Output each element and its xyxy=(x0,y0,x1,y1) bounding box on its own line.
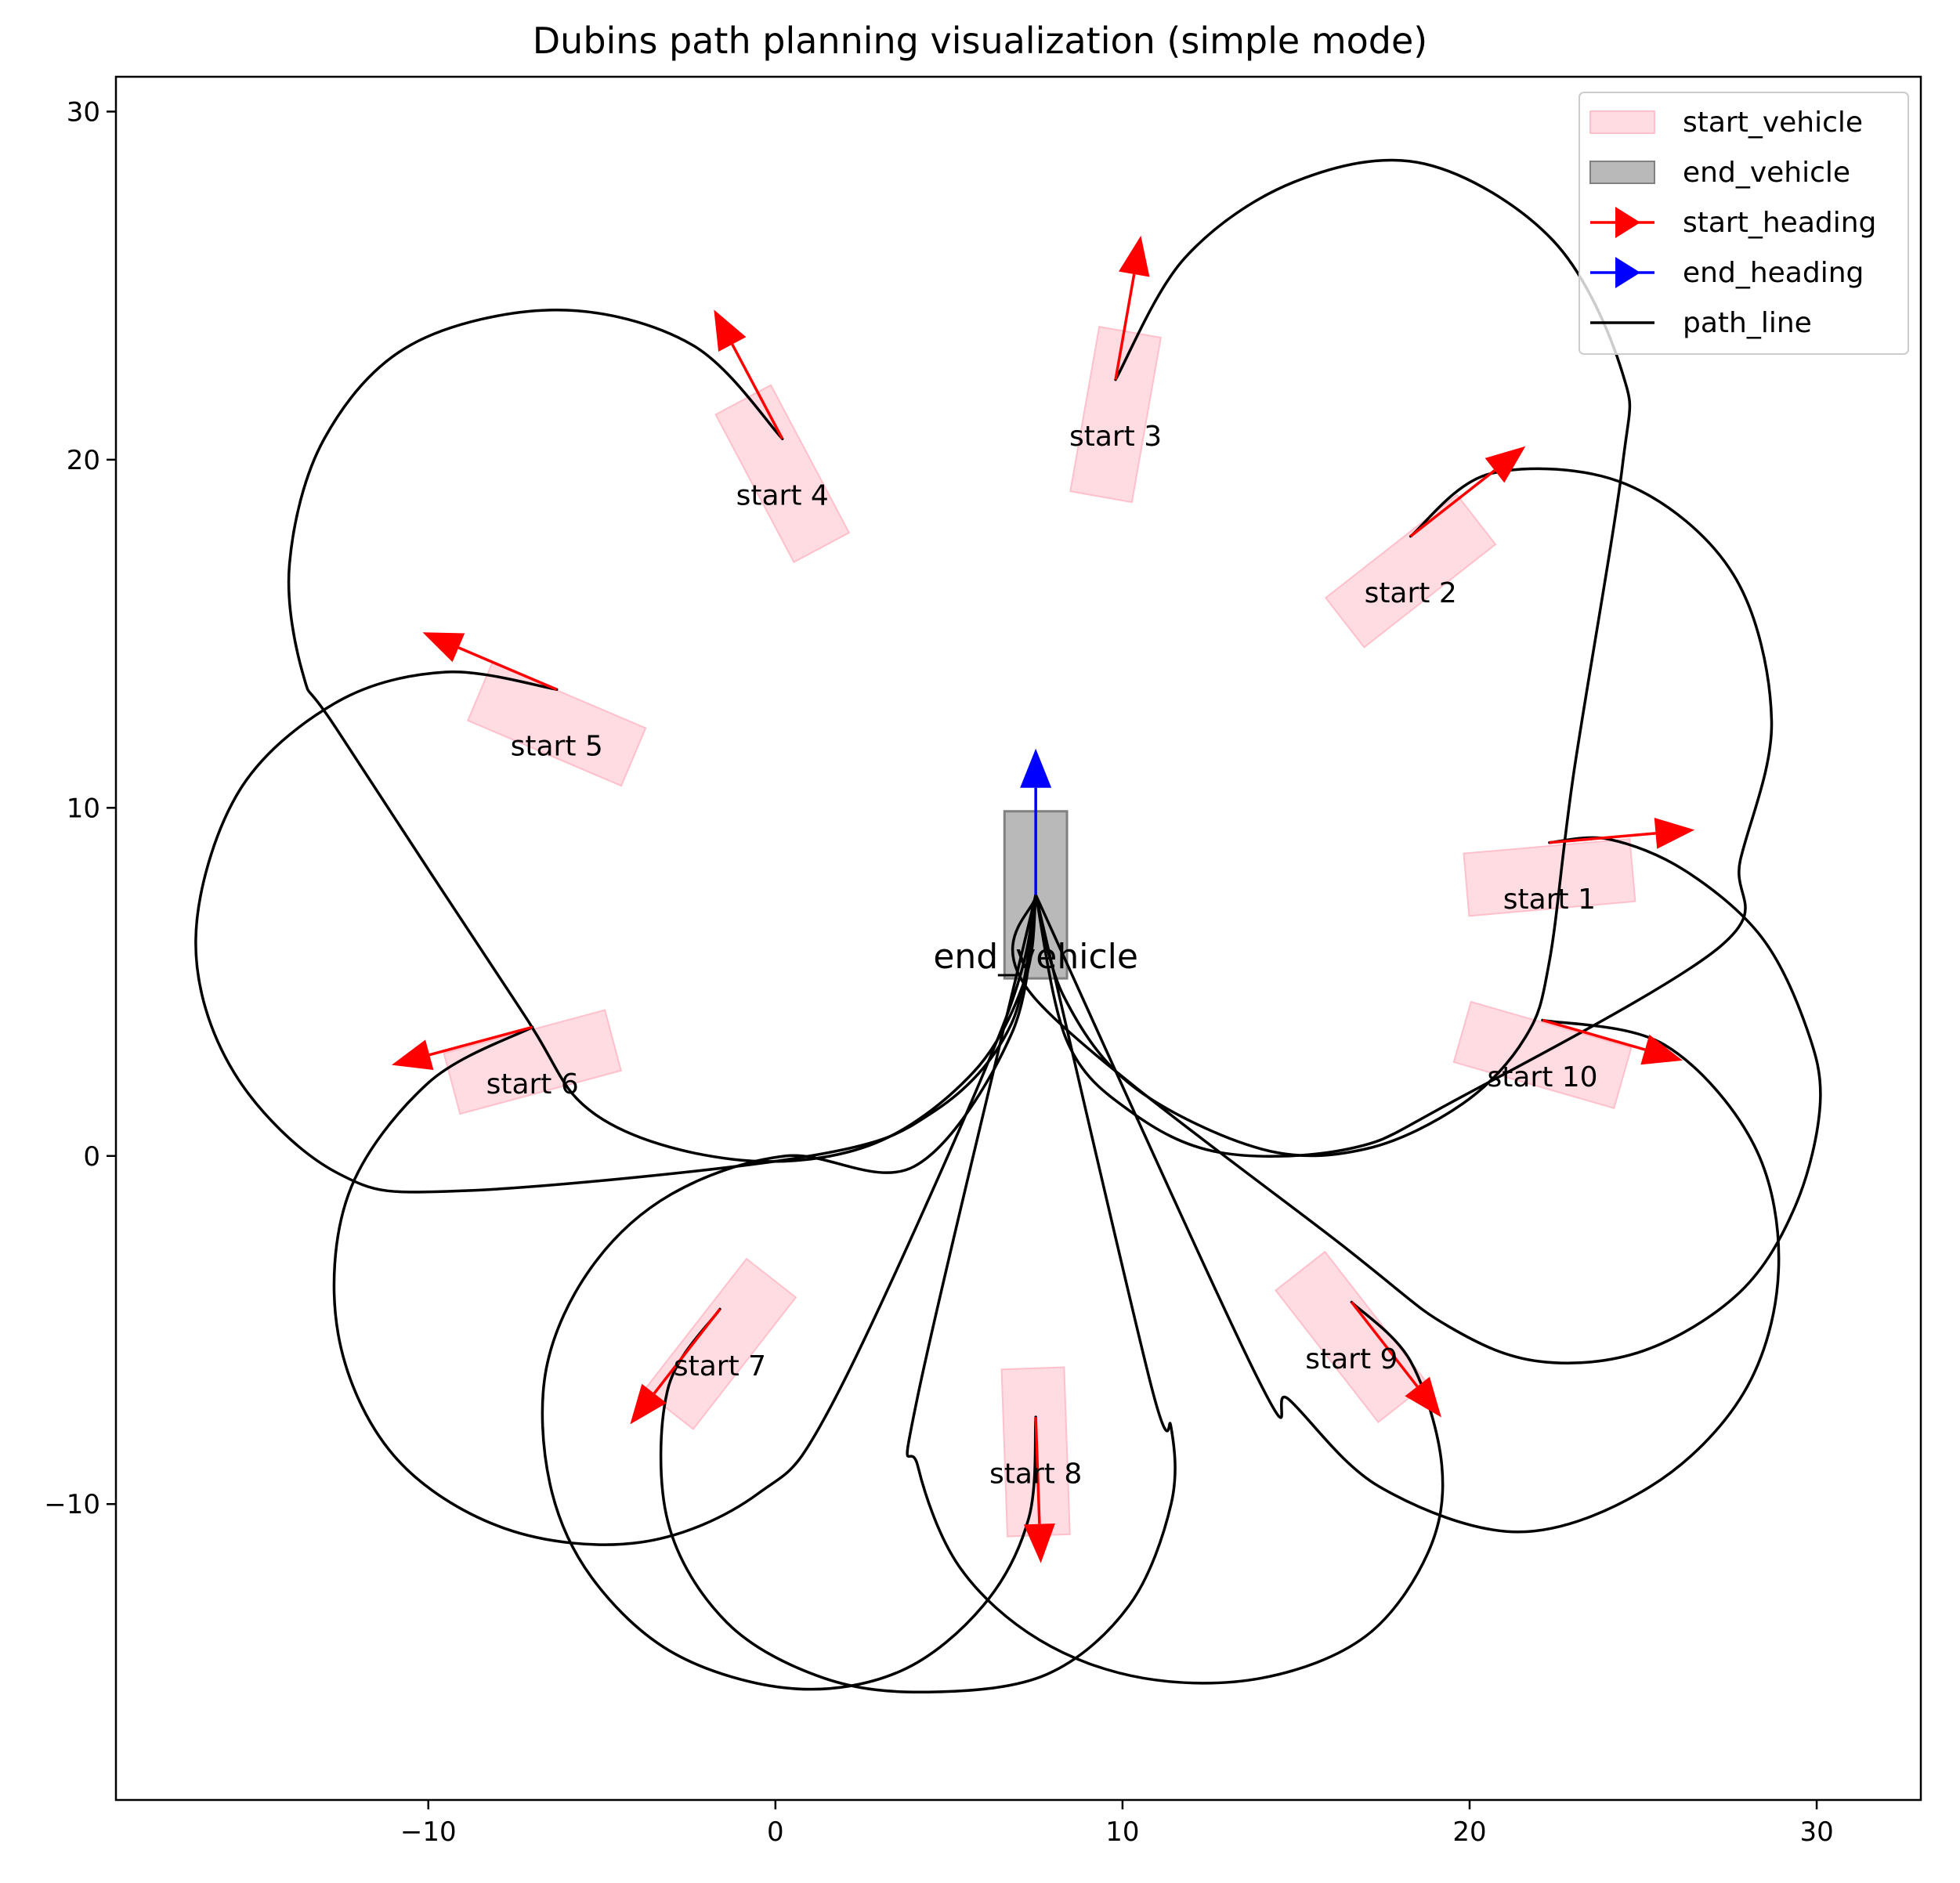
start-label-3: start 3 xyxy=(1069,421,1162,453)
start-label-6: start 6 xyxy=(486,1068,579,1101)
y-tick-label-0: 30 xyxy=(67,96,100,128)
svg-text:start_vehicle: start_vehicle xyxy=(1683,107,1863,139)
start-vehicle-9 xyxy=(1275,1250,1429,1423)
x-tick-label-2: 10 xyxy=(1105,1816,1139,1848)
start-heading-5 xyxy=(422,632,558,691)
start-label-7: start 7 xyxy=(674,1350,766,1382)
start-heading-10 xyxy=(1542,1018,1683,1065)
axes: −10 0 10 20 30 30 20 10 0 −10 xyxy=(44,75,1922,1848)
legend-item-start-vehicle: start_vehicle xyxy=(1589,107,1863,139)
y-tick-label-2: 10 xyxy=(67,793,100,824)
start-vehicle-5 xyxy=(466,661,647,787)
axes-frame xyxy=(114,75,1922,1802)
start-heading-8 xyxy=(1023,1417,1055,1563)
chart-title: Dubins path planning visualization (simp… xyxy=(533,20,1427,62)
svg-text:end_heading: end_heading xyxy=(1683,257,1864,289)
legend-item-path-line: path_line xyxy=(1590,307,1812,339)
start-vehicle-7 xyxy=(642,1257,797,1430)
legend-box xyxy=(1578,92,1909,355)
y-tick-label-4: −10 xyxy=(44,1489,100,1520)
start-vehicle-1 xyxy=(1463,837,1636,917)
legend: start_vehicle end_vehicle start_headingend… xyxy=(1578,92,1909,355)
svg-text:end_vehicle: end_vehicle xyxy=(1683,157,1850,189)
x-tick-label-0: −10 xyxy=(400,1816,457,1848)
svg-text:start_heading: start_heading xyxy=(1683,207,1876,239)
path-line-7 xyxy=(659,893,1177,1694)
x-tick-label-4: 30 xyxy=(1799,1816,1833,1848)
start-vehicle-6 xyxy=(443,1009,622,1115)
svg-text:path_line: path_line xyxy=(1683,307,1812,339)
legend-item-end-vehicle: end_vehicle xyxy=(1589,157,1850,189)
start-label-10: start 10 xyxy=(1487,1061,1597,1093)
y-tick-label-1: 20 xyxy=(67,445,100,476)
legend-item-start-heading: start_heading xyxy=(1590,207,1876,239)
end-heading xyxy=(1020,748,1052,895)
start-heading-2 xyxy=(1409,446,1526,538)
path-line-3 xyxy=(1034,158,1632,1158)
start-vehicle-4 xyxy=(714,384,851,563)
start-label-4: start 4 xyxy=(736,480,829,512)
start-label-9: start 9 xyxy=(1305,1343,1398,1375)
start-heading-1 xyxy=(1549,817,1695,849)
legend-item-end-heading: end_heading xyxy=(1590,257,1864,289)
start-vehicle-2 xyxy=(1324,493,1497,649)
path-line-5 xyxy=(194,670,1037,1194)
start-label-8: start 8 xyxy=(989,1458,1082,1491)
start-label-2: start 2 xyxy=(1365,577,1457,609)
y-tick-label-3: 0 xyxy=(83,1141,100,1173)
path-line-1 xyxy=(1011,836,1822,1364)
start-heading-4 xyxy=(714,309,784,440)
x-tick-label-1: 0 xyxy=(767,1816,784,1848)
path-line-10 xyxy=(1034,893,1781,1534)
start-label-1: start 1 xyxy=(1503,884,1596,916)
start-label-5: start 5 xyxy=(511,731,603,763)
start-heading-7 xyxy=(630,1308,721,1425)
x-tick-label-3: 20 xyxy=(1452,1816,1486,1848)
path-line-8 xyxy=(541,893,1037,1691)
start-heading-9 xyxy=(1350,1301,1441,1418)
path-line-6 xyxy=(332,893,1037,1546)
path-line-4 xyxy=(287,309,1037,1163)
start-heading-3 xyxy=(1114,235,1150,380)
start-heading-6 xyxy=(391,1025,533,1070)
plot-area: start 1 start 2 start 3 start 4 start 5 start… xyxy=(194,158,1822,1694)
path-line-9 xyxy=(906,893,1445,1685)
end-label: end_vehicle xyxy=(933,937,1138,977)
start-vehicle-3 xyxy=(1069,325,1162,504)
